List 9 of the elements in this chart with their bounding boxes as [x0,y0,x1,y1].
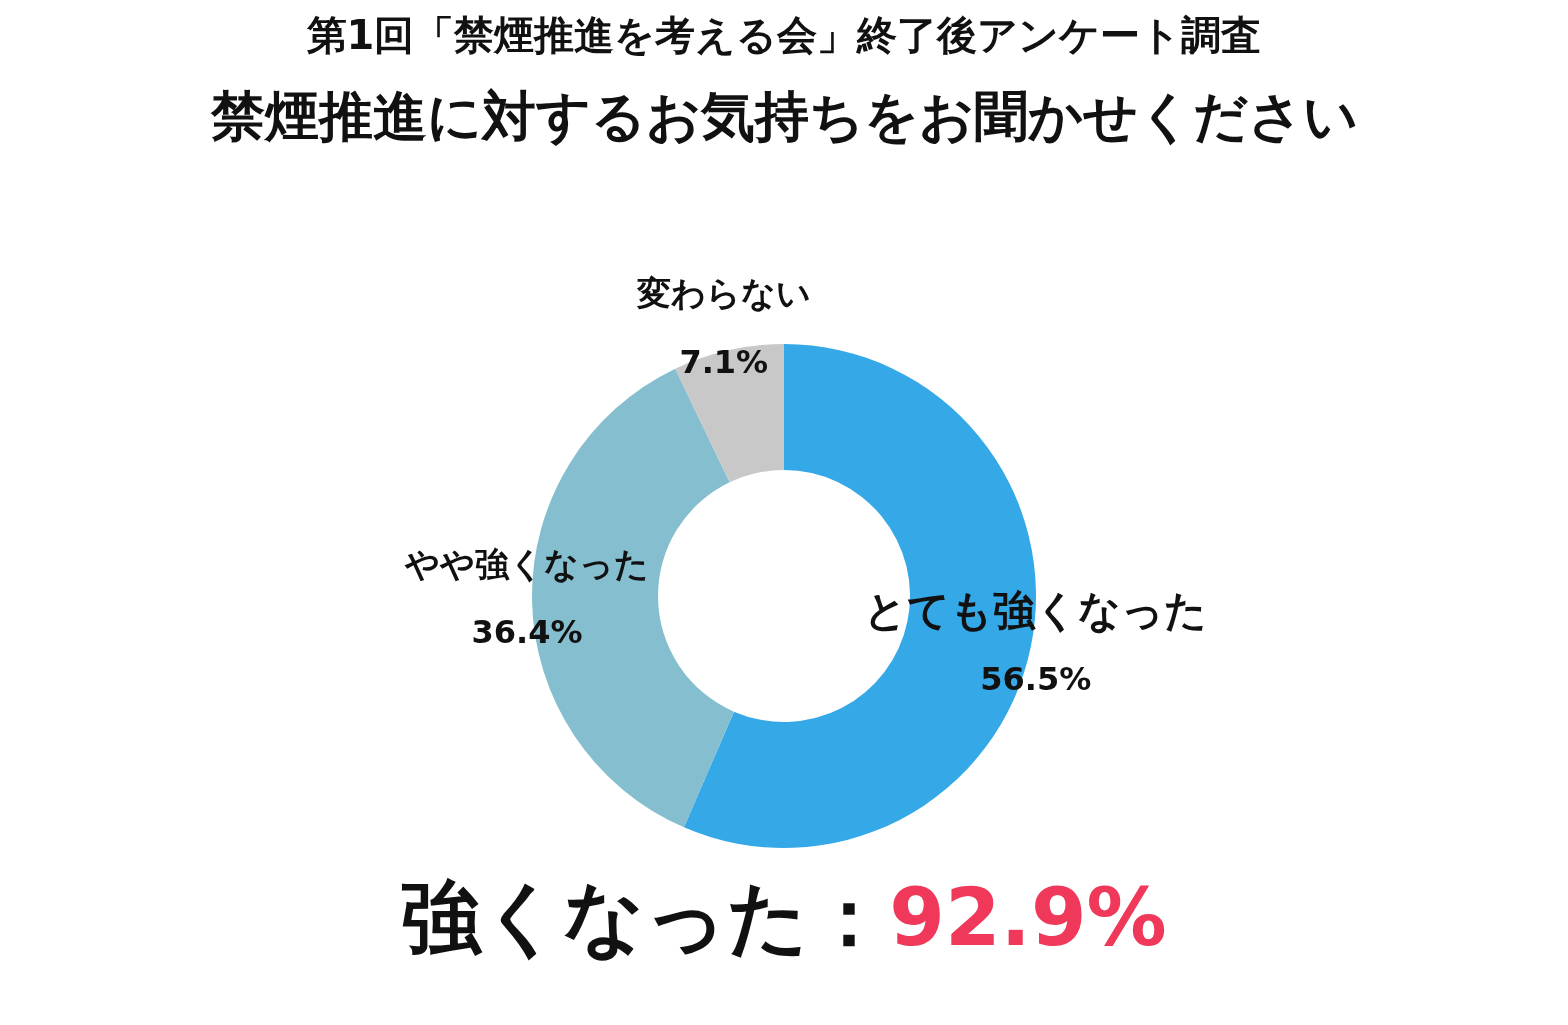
data-label: 7.1% [679,342,769,381]
slice-label: 変わらない [635,273,811,314]
chart-title: 第1回「禁煙推進を考える会」終了後アンケート調査 [305,11,1263,60]
chart-subtitle: 禁煙推進に対するお気持ちをお聞かせください [209,84,1359,150]
text: 92.9% [889,871,1167,964]
slice-label: とても強くなった [864,586,1208,636]
data-label: 36.4% [471,613,583,652]
slice-label: やや強くなった [404,543,650,584]
text: 強くなった： [401,871,890,964]
